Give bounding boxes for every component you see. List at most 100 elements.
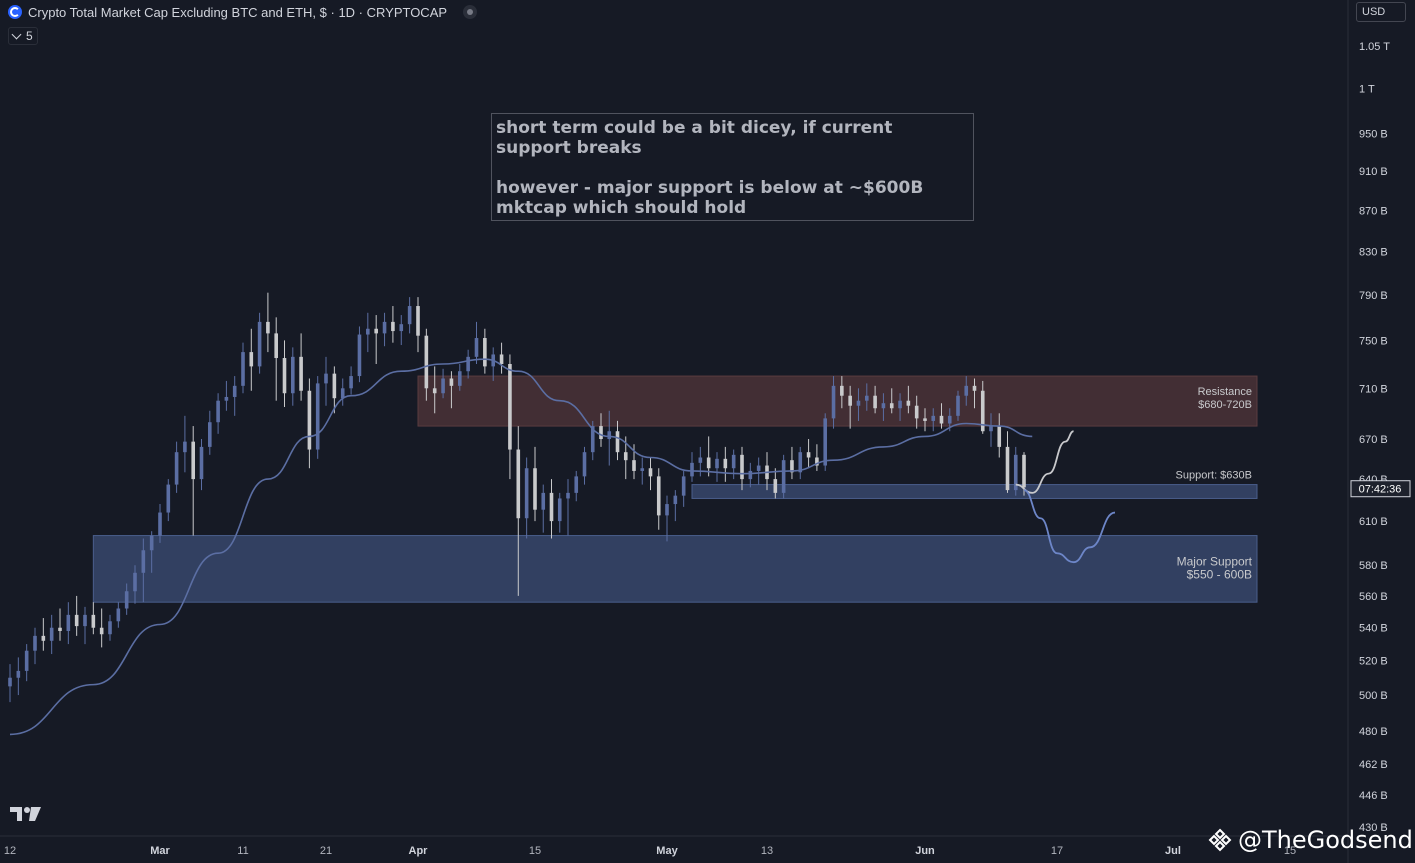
candle[interactable] [773,468,778,499]
candle[interactable] [416,297,420,353]
candle[interactable] [615,420,620,461]
candle[interactable] [524,457,529,539]
candle[interactable] [599,413,603,447]
candle[interactable] [449,371,454,409]
resistance-zone[interactable] [417,375,1258,427]
candle[interactable] [399,315,404,346]
candle[interactable] [541,484,546,533]
candle[interactable] [58,608,62,641]
market-status-icon[interactable] [463,5,478,19]
candle[interactable] [590,420,595,461]
candle[interactable] [382,312,387,347]
candle[interactable] [124,583,129,615]
candle[interactable] [407,297,412,334]
candle[interactable] [607,410,612,466]
candle[interactable] [474,321,479,364]
candle[interactable] [1013,446,1018,496]
candle[interactable] [441,368,445,399]
moving-average-line[interactable] [9,358,1033,736]
candle[interactable] [16,657,21,696]
candle[interactable] [158,504,162,543]
candle[interactable] [424,328,429,401]
candle[interactable] [656,468,661,530]
candle[interactable] [815,444,819,471]
candle[interactable] [8,664,12,703]
currency-selector[interactable]: USD [1356,2,1406,22]
candle[interactable] [931,408,936,432]
candle[interactable] [366,312,370,353]
candle[interactable] [457,363,462,391]
current-price-label[interactable]: 07:42:36 [1350,480,1411,498]
candle[interactable] [881,393,886,421]
candle[interactable] [108,614,112,641]
candle[interactable] [266,292,270,353]
major-support-zone[interactable] [92,535,1258,603]
candle[interactable] [49,614,54,655]
candle[interactable] [566,479,570,536]
candle[interactable] [1005,431,1010,493]
candle[interactable] [141,538,146,603]
candle[interactable] [898,393,902,421]
candle[interactable] [681,470,686,507]
candle[interactable] [781,454,786,499]
candle[interactable] [582,446,587,485]
candle[interactable] [307,378,312,469]
candle[interactable] [806,439,811,469]
candle[interactable] [706,436,711,477]
candle[interactable] [740,446,744,491]
candle[interactable] [99,608,104,648]
candle[interactable] [648,457,653,491]
candle[interactable] [533,446,537,522]
candle[interactable] [249,328,254,391]
candle[interactable] [673,490,678,522]
candle[interactable] [557,492,562,533]
symbol-title[interactable]: Crypto Total Market Cap Excluding BTC an… [28,4,448,20]
bearish-projection-line[interactable] [1023,489,1116,564]
candle[interactable] [208,410,212,455]
candle[interactable] [906,385,911,414]
candle[interactable] [972,378,977,409]
candle[interactable] [923,408,927,432]
candle[interactable] [183,415,187,473]
candle[interactable] [41,618,46,651]
candle[interactable] [864,383,869,411]
candle[interactable] [823,413,828,471]
candle[interactable] [939,403,944,429]
candle[interactable] [723,446,728,482]
candle[interactable] [508,354,512,480]
candle[interactable] [349,366,353,395]
candle[interactable] [91,602,96,635]
candle[interactable] [574,470,579,502]
tradingview-logo-icon[interactable] [10,805,42,823]
candle[interactable] [690,452,694,482]
indicator-toggle[interactable]: 5 [8,27,38,45]
support-zone[interactable] [691,484,1258,499]
candle[interactable] [499,342,504,374]
candle[interactable] [756,457,761,485]
candle[interactable] [748,462,753,488]
candle[interactable] [889,388,894,414]
candle[interactable] [340,378,345,406]
candle[interactable] [357,326,362,383]
candle[interactable] [174,441,179,493]
candle[interactable] [873,385,877,414]
candle[interactable] [665,495,669,542]
candle[interactable] [914,395,919,429]
candle[interactable] [191,426,195,536]
candle[interactable] [964,376,969,406]
candle[interactable] [282,340,287,407]
candle[interactable] [199,439,204,491]
candle[interactable] [840,376,844,409]
candle[interactable] [790,446,794,480]
candle[interactable] [997,413,1002,458]
candle[interactable] [391,306,395,343]
candle[interactable] [66,602,71,645]
candle[interactable] [315,376,320,459]
candle[interactable] [989,413,993,447]
candle[interactable] [74,595,79,636]
candle[interactable] [640,457,645,485]
candle[interactable] [166,479,171,522]
candle[interactable] [831,376,836,429]
candle[interactable] [549,479,554,539]
